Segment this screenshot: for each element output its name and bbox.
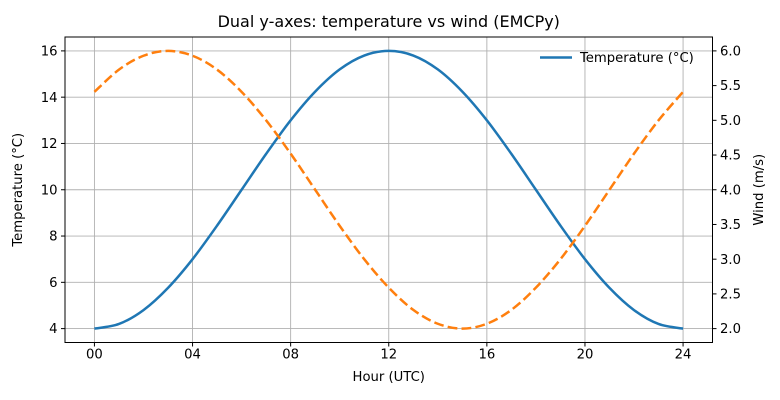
right-tick-label-5.0: 5.0 — [720, 114, 741, 129]
legend: Temperature (°C) — [540, 51, 694, 66]
x-tick-label-20: 20 — [577, 348, 594, 363]
chart-title: Dual y-axes: temperature vs wind (EMCPy) — [218, 12, 560, 31]
x-tick-label-04: 04 — [184, 348, 201, 363]
left-tick-label-16: 16 — [41, 44, 58, 59]
right-tick-label-4.0: 4.0 — [720, 183, 741, 198]
left-tick-label-6: 6 — [49, 276, 57, 291]
temperature-c-series-line — [94, 49, 684, 330]
right-tick-label-6.0: 6.0 — [720, 44, 741, 59]
right-tick-label-4.5: 4.5 — [720, 149, 741, 164]
left-tick-label-12: 12 — [41, 137, 58, 152]
right-y-axis-label: Wind (m/s) — [752, 154, 767, 226]
left-tick-label-14: 14 — [41, 91, 58, 106]
series-layer — [93, 49, 685, 330]
right-tick-label-5.5: 5.5 — [720, 79, 741, 94]
legend-temperature-label: Temperature (°C) — [579, 51, 694, 66]
x-tick-label-00: 00 — [86, 348, 103, 363]
left-tick-label-4: 4 — [49, 322, 57, 337]
text-layer: Dual y-axes: temperature vs wind (EMCPy)… — [11, 12, 767, 385]
left-y-axis-label: Temperature (°C) — [11, 133, 26, 248]
x-tick-label-16: 16 — [478, 348, 495, 363]
x-axis-label: Hour (UTC) — [353, 370, 425, 385]
right-tick-label-2.5: 2.5 — [720, 288, 741, 303]
x-tick-label-08: 08 — [282, 348, 299, 363]
right-tick-label-3.0: 3.0 — [720, 253, 741, 268]
right-tick-label-3.5: 3.5 — [720, 218, 741, 233]
left-tick-label-10: 10 — [41, 183, 58, 198]
x-tick-label-24: 24 — [675, 348, 692, 363]
right-tick-label-2.0: 2.0 — [720, 322, 741, 337]
tick-layer: 00 04 08 12 16 20 24 4 6 8 10 12 14 16 2.0 2.5 3.0 3.5 4.0… — [41, 44, 741, 362]
x-tick-label-12: 12 — [380, 348, 397, 363]
left-tick-label-8: 8 — [49, 230, 57, 245]
